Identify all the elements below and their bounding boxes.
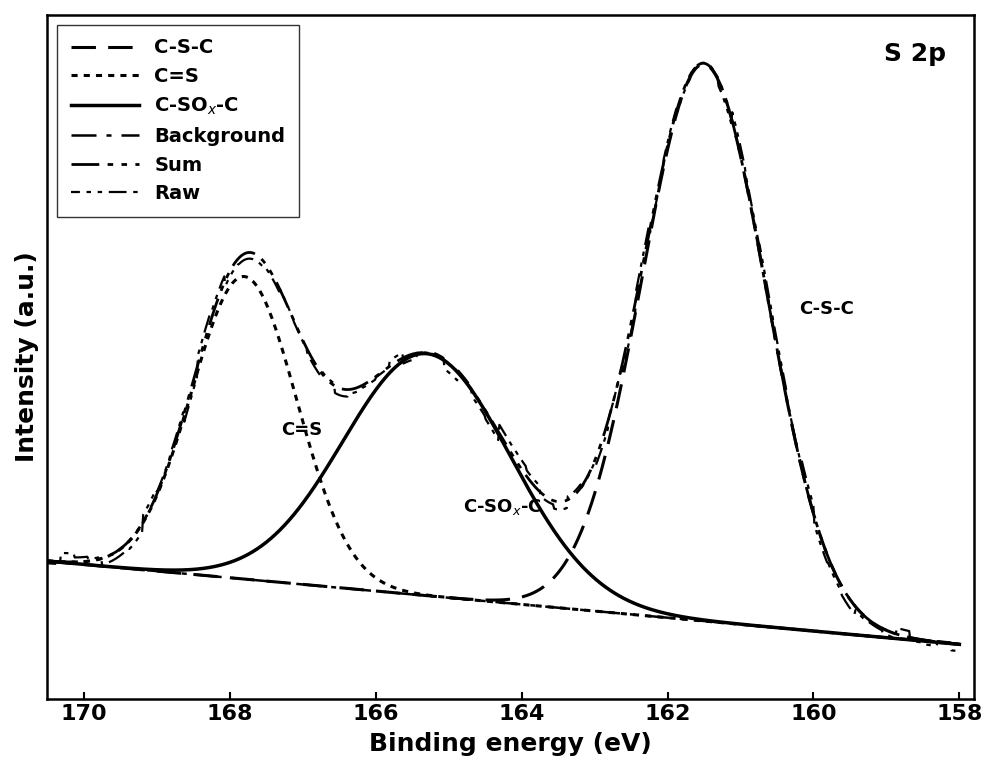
Text: C=S: C=S: [281, 421, 322, 439]
Text: C-SO$_x$-C: C-SO$_x$-C: [463, 497, 542, 517]
Text: C-S-C: C-S-C: [799, 300, 854, 318]
Legend: C-S-C, C=S, C-SO$_x$-C, Background, Sum, Raw: C-S-C, C=S, C-SO$_x$-C, Background, Sum,…: [57, 25, 299, 217]
X-axis label: Binding energy (eV): Binding energy (eV): [369, 732, 652, 756]
Text: S 2p: S 2p: [884, 42, 946, 66]
Y-axis label: Intensity (a.u.): Intensity (a.u.): [15, 251, 39, 463]
